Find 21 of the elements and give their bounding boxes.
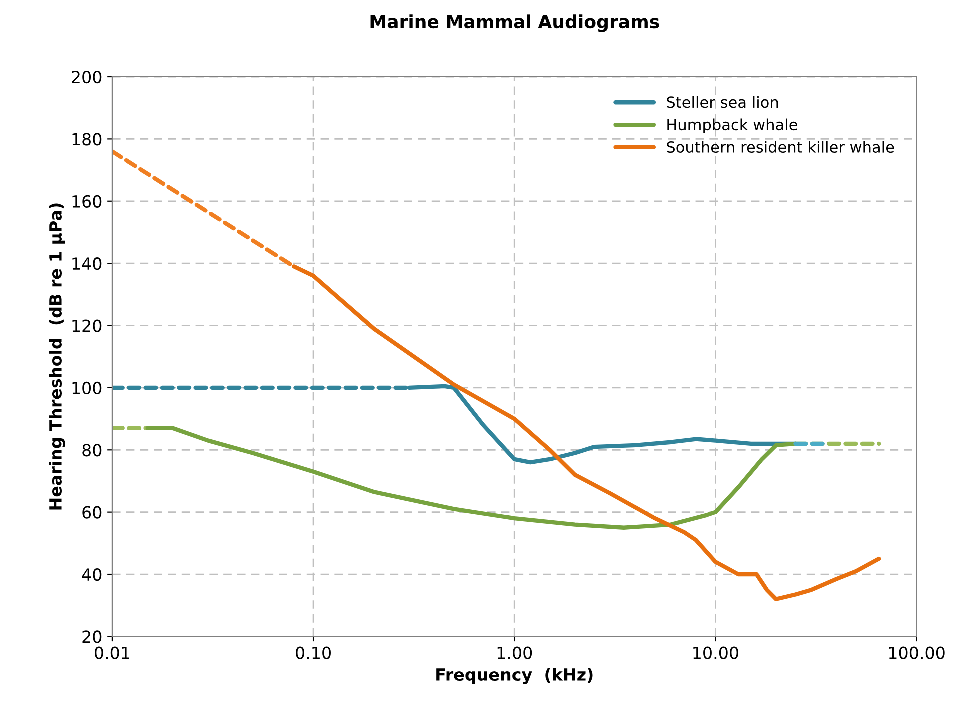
y-axis-title: Hearing Threshold (dB re 1 µPa) [49, 204, 66, 510]
y-tick-label: 20 [82, 630, 102, 644]
x-tick-label: 1.00 [498, 646, 532, 660]
x-tick-label: 0.10 [296, 646, 331, 660]
y-tick-label: 120 [72, 320, 102, 332]
y-tick-label: 100 [72, 382, 102, 395]
y-tick-label: 40 [82, 568, 102, 582]
y-tick-label: 140 [72, 258, 102, 270]
legend-label: Southern resident killer whale [667, 141, 894, 154]
y-tick-label: 160 [72, 195, 102, 208]
chart-title: Marine Mammal Audiograms [370, 14, 660, 32]
y-tick-label: 200 [72, 70, 102, 84]
y-tick-label: 180 [72, 133, 102, 146]
x-axis-title: Frequency (kHz) [436, 668, 593, 684]
y-tick-label: 80 [82, 444, 102, 457]
legend-label: Humpback whale [668, 118, 798, 134]
y-tick-label: 60 [82, 506, 102, 519]
x-tick-label: 10.00 [694, 646, 738, 660]
x-tick-label: 0.01 [95, 646, 130, 660]
legend-label: Steller sea lion [667, 96, 778, 108]
x-tick-label: 100.00 [889, 646, 945, 660]
